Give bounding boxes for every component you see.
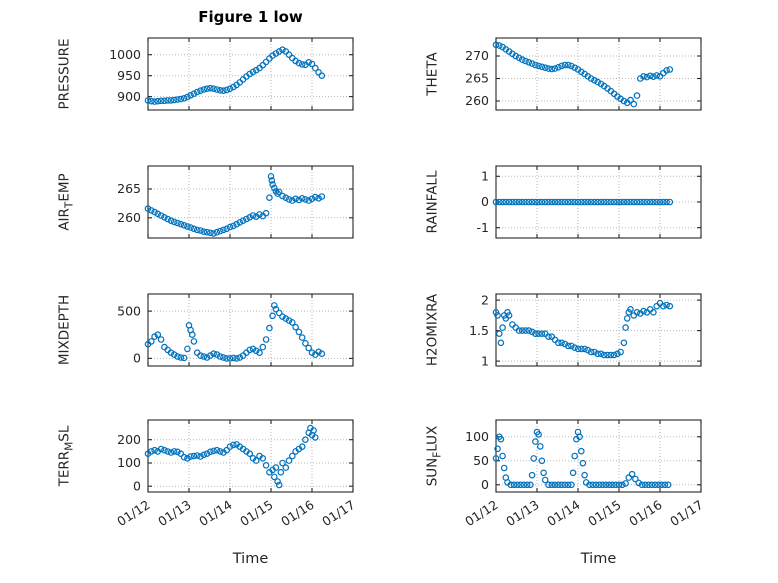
y-tick-label: 900 xyxy=(117,89,141,104)
plot-pressure: 900 950 1000 xyxy=(109,37,354,111)
x-tick-label: 01/16 xyxy=(626,497,664,529)
x-tick-label: 01/13 xyxy=(155,497,193,529)
tick-marks xyxy=(147,294,354,366)
tick-marks xyxy=(495,166,702,238)
x-tick-label: 01/14 xyxy=(196,497,234,529)
plot-sunflux: 0 50 100 01/12 01/13 01/14 01/15 01/16 01/17 xyxy=(462,419,706,529)
x-axis-label-right: Time xyxy=(580,551,617,567)
axes-box xyxy=(147,293,354,367)
x-tick-label: 01/12 xyxy=(462,497,500,529)
y-tick-label: 260 xyxy=(465,93,489,108)
plot-rainfall: -1 0 1 xyxy=(477,165,702,239)
data-points xyxy=(144,424,319,489)
grid-lines xyxy=(496,38,701,110)
tick-marks xyxy=(147,166,354,238)
plot-airtemp: 260 265 xyxy=(117,165,354,239)
data-points xyxy=(144,173,326,237)
grid-lines xyxy=(148,294,353,366)
figure-title: Figure 1 low xyxy=(198,8,303,26)
x-axis-label-left: Time xyxy=(232,551,269,567)
y-tick-label: 1 xyxy=(481,169,489,184)
y-tick-label: 0 xyxy=(133,478,141,493)
tick-marks xyxy=(495,38,702,110)
y-tick-label: 50 xyxy=(473,453,489,468)
tick-marks xyxy=(147,420,354,492)
x-tick-label: 01/15 xyxy=(237,497,275,529)
grid-lines xyxy=(148,166,353,238)
y-tick-label: 260 xyxy=(117,210,141,225)
y-tick-label: 100 xyxy=(117,455,141,470)
y-tick-label: 2 xyxy=(481,292,489,307)
axes-box xyxy=(495,37,702,111)
y-tick-label: 0 xyxy=(133,351,141,366)
data-points xyxy=(492,299,674,359)
plot-mixdepth: 0 500 xyxy=(117,293,354,367)
data-points xyxy=(144,46,326,105)
y-tick-label: 1 xyxy=(481,353,489,368)
y-tick-label: 0 xyxy=(481,477,489,492)
axes-box xyxy=(147,37,354,111)
tick-marks xyxy=(495,294,702,366)
y-tick-label: 270 xyxy=(465,48,489,63)
data-points xyxy=(492,198,674,206)
y-tick-label: 1000 xyxy=(109,47,141,62)
data-points xyxy=(492,428,672,489)
y-tick-label: 1.5 xyxy=(469,323,489,338)
plot-terrmsl: 0 100 200 01/12 01/13 01/14 01/15 01/16 01/17 xyxy=(114,419,358,529)
y-tick-label: -1 xyxy=(477,220,489,235)
x-tick-label: 01/12 xyxy=(114,497,152,529)
x-tick-label: 01/14 xyxy=(544,497,582,529)
tick-marks xyxy=(147,38,354,110)
y-tick-label: 100 xyxy=(465,429,489,444)
y-tick-label: 265 xyxy=(465,71,489,86)
x-tick-label: 01/13 xyxy=(503,497,541,529)
y-tick-label: 950 xyxy=(117,68,141,83)
axes-box xyxy=(495,293,702,367)
grid-lines xyxy=(496,420,701,492)
plot-theta: 260 265 270 xyxy=(465,37,702,111)
plot-h2omixra: 11.52 xyxy=(469,292,702,368)
x-tick-label: 01/16 xyxy=(278,497,316,529)
data-points xyxy=(144,302,326,362)
y-tick-label: 0 xyxy=(481,194,489,209)
x-tick-label: 01/17 xyxy=(667,497,705,529)
y-tick-label: 200 xyxy=(117,432,141,447)
data-points xyxy=(492,41,674,108)
x-tick-label: 01/17 xyxy=(319,497,357,529)
y-tick-label: 500 xyxy=(117,303,141,318)
x-tick-label: 01/15 xyxy=(585,497,623,529)
axes-box xyxy=(147,165,354,239)
axes-box xyxy=(495,419,702,493)
y-tick-label: 265 xyxy=(117,181,141,196)
tick-marks xyxy=(495,420,702,492)
